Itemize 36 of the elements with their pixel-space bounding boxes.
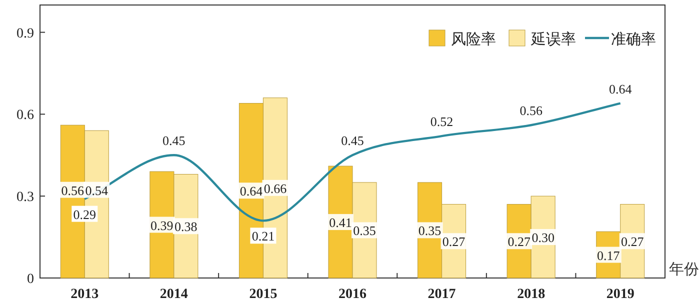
data-label: 0.27 [508, 234, 531, 250]
data-label: 0.56 [61, 182, 85, 198]
x-tick-label: 2018 [517, 287, 546, 302]
x-tick-label: 2014 [160, 287, 188, 302]
data-label: 0.66 [264, 180, 288, 196]
data-label: 0.29 [73, 206, 96, 222]
y-tick-label: 0.6 [16, 108, 34, 124]
data-label: 0.56 [520, 103, 543, 118]
data-label: 0.27 [620, 234, 644, 250]
data-label: 0.64 [240, 184, 264, 199]
data-label: 0.45 [162, 133, 186, 148]
x-axis-title: 年份 [669, 261, 699, 278]
x-tick-label: 2015 [249, 287, 278, 302]
data-label: 0.41 [329, 215, 352, 230]
data-label: 0.30 [532, 230, 554, 246]
data-label: 0.35 [418, 223, 442, 238]
data-label: 0.17 [596, 248, 620, 263]
x-tick-label: 2017 [428, 287, 456, 302]
data-label: 0.39 [150, 218, 174, 233]
data-label: 0.64 [608, 81, 632, 96]
data-label: 0.45 [341, 133, 364, 148]
x-tick-label: 2013 [70, 287, 99, 302]
data-label: 0.21 [252, 228, 275, 244]
legend-label: 延误率 [530, 31, 576, 48]
data-label: 0.52 [430, 114, 454, 130]
data-label: 0.54 [85, 182, 109, 198]
y-tick-label: 0 [27, 272, 34, 287]
legend-label: 风险率 [451, 31, 496, 48]
legend-label: 准确率 [611, 31, 656, 48]
y-tick-label: 0.9 [16, 26, 34, 42]
data-label: 0.38 [174, 219, 198, 234]
y-tick-label: 0.3 [16, 190, 34, 206]
data-label: 0.35 [353, 223, 376, 238]
x-tick-label: 2016 [338, 287, 366, 302]
x-tick-label: 2019 [606, 287, 634, 302]
data-label: 0.27 [442, 234, 466, 250]
